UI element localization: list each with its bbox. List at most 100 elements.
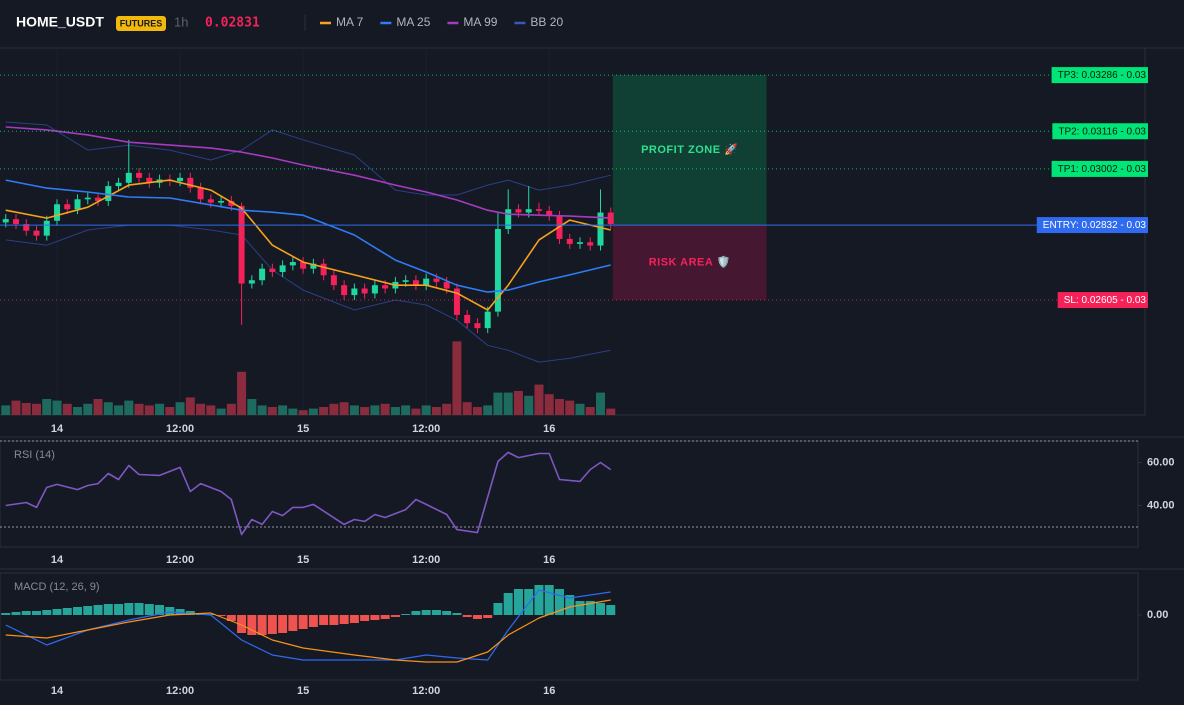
macd-histogram: [442, 611, 452, 615]
x-tick-label: 15: [297, 685, 309, 697]
candle-body: [207, 199, 214, 203]
macd-histogram: [380, 615, 390, 619]
volume-bar: [493, 392, 503, 415]
volume-bar: [390, 407, 400, 415]
macd-histogram: [144, 604, 154, 615]
macd-histogram: [32, 611, 42, 615]
x-tick-label: 14: [51, 685, 64, 697]
volume-bar: [206, 405, 216, 415]
volume-bar: [462, 402, 472, 415]
macd-histogram: [257, 615, 267, 635]
macd-histogram: [288, 615, 298, 631]
macd-line: [5, 599, 611, 663]
badge: FUTURES: [120, 18, 163, 28]
candle-body: [310, 263, 317, 269]
candle-body: [566, 238, 573, 244]
level-label: ENTRY: 0.02832 - 0.03: [1043, 220, 1147, 231]
macd-histogram: [124, 603, 134, 615]
candle-body: [474, 323, 481, 329]
x-tick-label: 16: [543, 423, 555, 435]
candle-body: [607, 212, 614, 225]
level-label: TP3: 0.03286 - 0.03: [1058, 70, 1147, 81]
volume-bar: [329, 403, 339, 415]
macd-histogram: [165, 607, 175, 615]
candle-body: [484, 311, 491, 329]
x-tick-label: 15: [297, 423, 309, 435]
macd-histogram: [278, 615, 288, 633]
macd-histogram: [411, 611, 421, 615]
volume-bar: [103, 402, 113, 415]
x-tick-label: 12:00: [166, 554, 194, 566]
macd-histogram: [606, 605, 616, 615]
macd-histogram: [52, 609, 62, 615]
zone-label: PROFIT ZONE 🚀: [641, 143, 738, 156]
macd-histogram: [308, 615, 318, 627]
volume-bar: [483, 405, 493, 415]
macd-histogram: [513, 589, 523, 615]
zone: [612, 225, 767, 301]
volume-bar: [472, 407, 482, 415]
macd-histogram: [21, 611, 31, 615]
volume-bar: [503, 392, 513, 415]
candle-body: [95, 197, 102, 201]
x-tick-label: 14: [51, 554, 64, 566]
volume-bar: [544, 394, 554, 415]
macd-line: [5, 589, 611, 661]
level-label: TP1: 0.03002 - 0.03: [1058, 164, 1147, 175]
candle-body: [330, 275, 337, 286]
macd-histogram: [237, 615, 247, 633]
candle-body: [453, 288, 460, 315]
volume-bar: [114, 405, 124, 415]
macd-histogram: [298, 615, 308, 629]
candle-body: [535, 209, 542, 211]
candle-body: [587, 242, 594, 246]
macd-histogram: [595, 603, 605, 615]
macd-histogram: [114, 604, 124, 615]
candle-body: [597, 212, 604, 246]
volume-bar: [308, 408, 318, 415]
symbol: HOME_USDT: [16, 14, 104, 30]
volume-bar: [421, 405, 431, 415]
macd-histogram: [247, 615, 257, 635]
volume-bar: [21, 403, 31, 415]
macd-histogram: [452, 613, 462, 615]
macd-histogram: [62, 608, 72, 615]
macd-histogram: [83, 606, 93, 615]
candle-body: [351, 288, 358, 296]
macd-histogram: [11, 612, 21, 615]
macd-histogram: [493, 603, 503, 615]
macd-histogram: [483, 615, 493, 618]
legend-label: BB 20: [530, 15, 563, 29]
macd-histogram: [134, 603, 144, 615]
x-tick-label: 12:00: [412, 423, 440, 435]
volume-bar: [134, 403, 144, 415]
x-tick-label: 14: [51, 423, 64, 435]
macd-histogram: [524, 589, 534, 615]
candle-body: [576, 242, 583, 244]
legend-label: MA 7: [336, 15, 364, 29]
volume-bar: [247, 399, 257, 415]
candle-body: [320, 263, 327, 276]
panel-title: RSI (14): [14, 449, 55, 461]
volume-bar: [237, 371, 247, 415]
macd-histogram: [370, 615, 380, 620]
candle-body: [269, 268, 276, 272]
x-tick-label: 12:00: [412, 554, 440, 566]
volume-bar: [124, 400, 134, 415]
volume-bar: [278, 405, 288, 415]
legend-label: MA 99: [463, 15, 497, 29]
volume-bar: [411, 408, 421, 415]
volume-bar: [226, 403, 236, 415]
x-tick-label: 16: [543, 554, 555, 566]
volume-bar: [431, 407, 441, 415]
macd-histogram: [73, 607, 83, 615]
candle-body: [546, 210, 553, 216]
macd-histogram: [329, 615, 339, 625]
moving-average: [5, 179, 611, 311]
macd-histogram: [575, 601, 585, 615]
macd-histogram: [155, 605, 165, 615]
level-tag: [1051, 67, 1148, 84]
candle-body: [33, 230, 40, 236]
candle-body: [433, 278, 440, 282]
y-tick-label: 0.00: [1147, 609, 1168, 621]
